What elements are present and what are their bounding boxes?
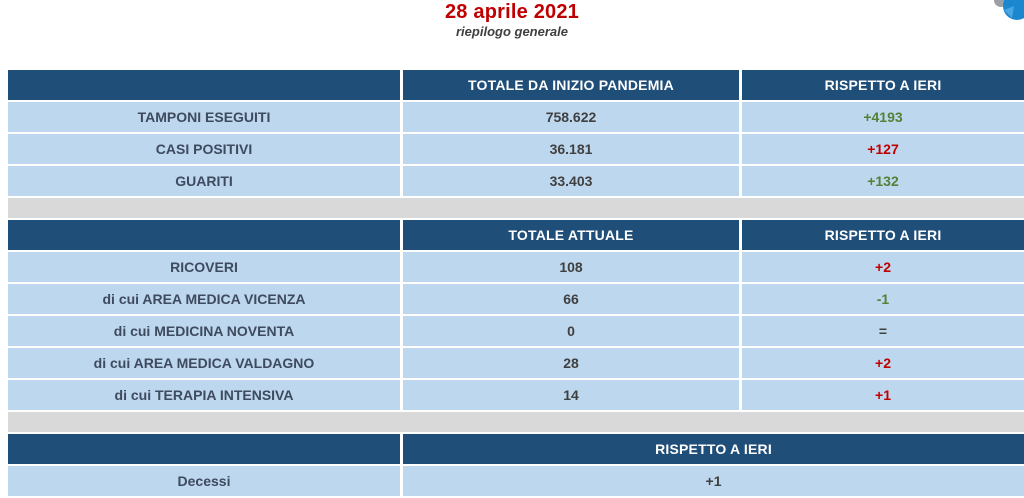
header-rispetto-a-ieri: RISPETTO A IERI [403,434,1024,464]
row-label: Decessi [8,466,400,496]
row-label: di cui MEDICINA NOVENTA [8,316,400,346]
row-label: di cui AREA MEDICA VICENZA [8,284,400,314]
row-total-value: 14 [403,380,739,410]
row-delta-value: -1 [742,284,1024,314]
row-delta-value: +1 [403,466,1024,496]
row-label: RICOVERI [8,252,400,282]
header-empty-cell [8,220,400,250]
table-row-casi-positivi: CASI POSITIVI 36.181 +127 [8,134,1024,164]
row-delta-value: = [742,316,1024,346]
table-row-area-medica-valdagno: di cui AREA MEDICA VALDAGNO 28 +2 [8,348,1024,378]
table-totale-da-inizio-pandemia: TOTALE DA INIZIO PANDEMIA RISPETTO A IER… [8,70,1024,196]
row-total-value: 66 [403,284,739,314]
row-label: TAMPONI ESEGUITI [8,102,400,132]
table-totale-attuale: TOTALE ATTUALE RISPETTO A IERI RICOVERI … [8,220,1024,410]
table-row-decessi: Decessi +1 [8,466,1024,496]
table-header-row: RISPETTO A IERI [8,434,1024,464]
gray-separator-band [8,198,1024,218]
logo-fragment [984,0,1024,30]
row-total-value: 28 [403,348,739,378]
row-delta-value: +132 [742,166,1024,196]
table-header-row: TOTALE ATTUALE RISPETTO A IERI [8,220,1024,250]
table-header-row: TOTALE DA INIZIO PANDEMIA RISPETTO A IER… [8,70,1024,100]
row-total-value: 108 [403,252,739,282]
header-empty-cell [8,70,400,100]
row-delta-value: +2 [742,252,1024,282]
row-label: GUARITI [8,166,400,196]
row-delta-value: +1 [742,380,1024,410]
row-delta-value: +127 [742,134,1024,164]
row-label: di cui TERAPIA INTENSIVA [8,380,400,410]
row-total-value: 36.181 [403,134,739,164]
report-subtitle: riepilogo generale [456,24,568,39]
table-row-guariti: GUARITI 33.403 +132 [8,166,1024,196]
summary-tables: TOTALE DA INIZIO PANDEMIA RISPETTO A IER… [8,70,1024,498]
table-row-area-medica-vicenza: di cui AREA MEDICA VICENZA 66 -1 [8,284,1024,314]
row-label: CASI POSITIVI [8,134,400,164]
header-rispetto-a-ieri: RISPETTO A IERI [742,70,1024,100]
row-total-value: 758.622 [403,102,739,132]
report-date-title: 28 aprile 2021 [444,1,579,23]
table-decessi: RISPETTO A IERI Decessi +1 [8,434,1024,496]
table-row-tamponi-eseguiti: TAMPONI ESEGUITI 758.622 +4193 [8,102,1024,132]
globe-logo-icon [994,0,1024,20]
row-total-value: 0 [403,316,739,346]
row-delta-value: +2 [742,348,1024,378]
table-row-ricoveri: RICOVERI 108 +2 [8,252,1024,282]
header-totale-attuale: TOTALE ATTUALE [403,220,739,250]
table-row-terapia-intensiva: di cui TERAPIA INTENSIVA 14 +1 [8,380,1024,410]
table-row-medicina-noventa: di cui MEDICINA NOVENTA 0 = [8,316,1024,346]
gray-separator-band [8,412,1024,432]
header-rispetto-a-ieri: RISPETTO A IERI [742,220,1024,250]
row-label: di cui AREA MEDICA VALDAGNO [8,348,400,378]
header-empty-cell [8,434,400,464]
row-delta-value: +4193 [742,102,1024,132]
row-total-value: 33.403 [403,166,739,196]
header-totale-da-inizio-pandemia: TOTALE DA INIZIO PANDEMIA [403,70,739,100]
